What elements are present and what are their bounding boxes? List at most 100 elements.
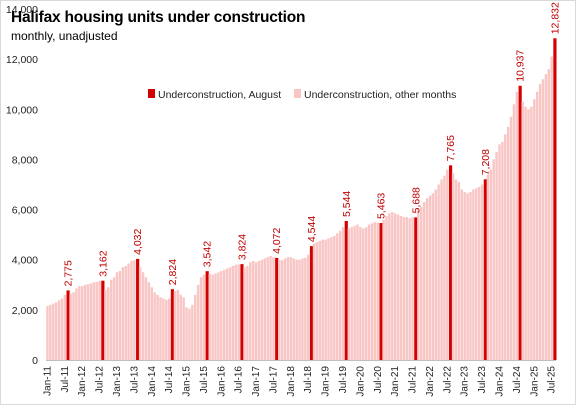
x-tick-label: Jul-16 [234,366,245,394]
bar-other-month [83,284,87,360]
y-tick-label: 2,000 [12,305,38,317]
data-label-august: 10,937 [515,50,527,82]
bar-other-month [217,272,220,360]
bar-august [414,217,418,360]
bar-other-month [191,304,194,360]
bar-other-month [167,298,171,360]
bar-other-month [92,282,96,360]
bar-other-month [535,91,539,361]
bar-other-month [301,258,304,360]
x-tick-label: Jan-14 [147,366,158,397]
bar-other-month [188,308,191,360]
bar-other-month [194,294,197,360]
data-label-august: 7,765 [445,135,457,161]
bar-other-month [411,217,414,360]
bar-other-month [460,189,464,360]
bar-other-month [463,192,466,360]
bar-august [553,38,557,360]
bar-august [205,271,209,360]
data-label-august: 2,775 [63,260,75,286]
bar-other-month [489,169,493,360]
data-label-august: 3,824 [236,234,248,260]
bar-other-month [524,106,527,360]
x-tick-label: Jan-21 [390,366,401,397]
bar-other-month [156,294,159,360]
bar-other-month [393,213,397,360]
bar-other-month [228,267,232,360]
bar-other-month [373,222,377,360]
bar-other-month [341,227,345,360]
bar-other-month [428,195,432,360]
bar-other-month [402,217,406,360]
bar-other-month [220,271,223,360]
bar-other-month [263,258,267,360]
bar-other-month [382,219,385,360]
bar-other-month [260,259,264,360]
bar-other-month [75,288,78,360]
bar-august [449,165,453,360]
bar-other-month [89,283,93,360]
bar-other-month [289,257,293,360]
bar-other-month [443,175,446,360]
bar-other-month [237,264,240,360]
bar-other-month [182,297,185,360]
data-label-august: 2,824 [167,259,179,285]
bar-other-month [420,207,423,360]
bar-other-month [451,173,455,360]
x-tick-label: Jul-22 [442,366,453,394]
x-tick-label: Jul-18 [303,366,314,394]
x-tick-label: Jul-21 [408,366,419,394]
x-tick-label: Jul-24 [512,366,523,394]
bar-other-month [199,277,203,360]
bar-other-month [457,181,461,360]
bar-other-month [364,227,368,360]
bar-other-month [521,101,524,360]
bar-other-month [304,257,307,360]
x-tick-label: Jan-20 [355,366,366,397]
bar-other-month [286,257,290,360]
x-tick-label: Jul-25 [547,366,558,394]
bar-other-month [469,192,472,360]
data-label-august: 5,544 [341,191,353,217]
bar-other-month [324,239,327,360]
data-label-august: 4,032 [132,228,144,254]
bar-other-month [222,269,226,360]
bar-other-month [486,174,490,360]
bar-other-month [385,215,388,360]
y-tick-label: 12,000 [6,54,38,66]
bar-other-month [269,255,272,360]
bar-other-month [150,287,153,360]
x-tick-label: Jan-25 [529,366,540,397]
bar-other-month [176,289,180,360]
bar-other-month [257,260,261,360]
x-tick-label: Jul-13 [129,366,140,394]
bar-other-month [501,141,504,360]
data-label-august: 3,542 [202,241,214,267]
legend-label-august: Underconstruction, August [158,89,281,101]
data-label-august: 5,463 [376,193,388,219]
bar-other-month [391,212,394,360]
x-tick-label: Jul-15 [199,366,210,394]
bar-other-month [506,126,510,360]
bar-other-month [312,243,316,360]
bar-other-month [417,209,420,360]
x-tick-label: Jul-23 [477,366,488,394]
bar-august [483,179,487,360]
bar-other-month [112,277,116,360]
bar-other-month [246,265,249,360]
bar-other-month [454,179,458,360]
data-labels: 2,775 3,162 4,032 2,824 3,542 3,824 4,072 4,544… [63,2,562,286]
bar-other-month [86,284,90,360]
bar-other-month [408,218,411,360]
bar-other-month [388,213,391,360]
bar-other-month [280,260,284,360]
bar-other-month [63,294,67,360]
bar-august [170,289,175,360]
bar-other-month [547,69,550,361]
bar-other-month [124,265,127,360]
y-tick-label: 0 [32,355,38,367]
bar-other-month [530,106,533,360]
chart-subtitle: monthly, unadjusted [11,29,118,43]
bar-other-month [249,262,252,360]
